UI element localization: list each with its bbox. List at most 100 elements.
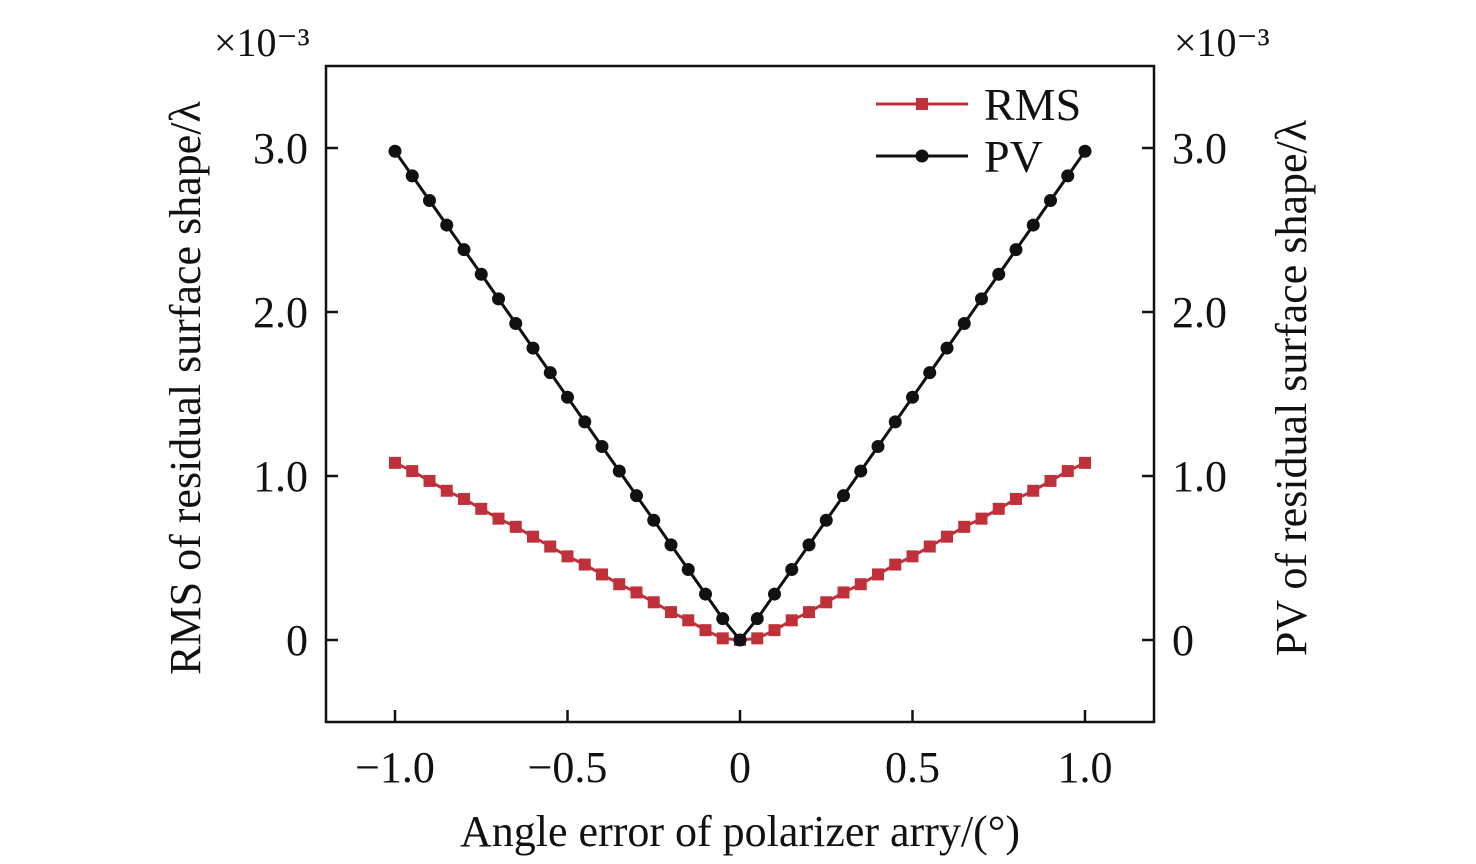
pv-point <box>1026 218 1040 232</box>
rms-point <box>906 550 919 563</box>
rms-point <box>423 474 436 487</box>
pv-point <box>888 415 902 429</box>
rms-point <box>1079 456 1091 469</box>
pv-point <box>492 292 505 306</box>
x-tick-label: 0.5 <box>885 743 940 792</box>
pv-point <box>699 587 712 601</box>
rms-point <box>1044 474 1057 487</box>
pv-point <box>854 464 868 478</box>
rms-point <box>647 596 660 609</box>
pv-point <box>957 316 971 330</box>
pv-point <box>440 218 454 232</box>
pv-point <box>1044 193 1057 207</box>
pv-point <box>837 489 850 503</box>
rms-point <box>613 578 626 591</box>
rms-point <box>475 502 488 515</box>
y-tick-label-right: 1.0 <box>1172 452 1227 501</box>
pv-point <box>1078 144 1092 158</box>
y-tick-label-left: 3.0 <box>253 124 308 173</box>
rms-point <box>492 512 505 525</box>
pv-point <box>992 267 1006 281</box>
y-tick-label-left: 2.0 <box>253 288 308 337</box>
rms-point <box>872 568 884 581</box>
legend-pv-marker <box>915 149 929 163</box>
pv-point <box>716 612 730 626</box>
x-ticks: −1.0 −0.5 0 0.5 1.0 <box>355 710 1113 792</box>
pv-point <box>474 267 488 281</box>
rms-point <box>630 586 643 599</box>
y-multiplier-left: ×10⁻³ <box>214 20 310 65</box>
rms-point <box>716 632 729 645</box>
y-axis-title-left: RMS of residual surface shape/λ <box>161 101 210 675</box>
pv-point <box>405 169 419 183</box>
pv-point <box>561 390 574 404</box>
series-layer <box>388 144 1092 647</box>
rms-point <box>975 512 988 525</box>
pv-series-line <box>393 150 1087 643</box>
x-tick-label: 0 <box>729 743 751 792</box>
rms-point <box>509 520 522 533</box>
rms-point <box>596 568 608 581</box>
rms-point <box>578 558 591 571</box>
rms-point <box>889 558 902 571</box>
pv-point <box>509 316 523 330</box>
pv-point <box>768 587 781 601</box>
legend-pv-label: PV <box>984 131 1043 182</box>
rms-point <box>803 606 815 619</box>
rms-point <box>458 492 470 505</box>
y-tick-label-right: 2.0 <box>1172 288 1227 337</box>
rms-point <box>941 530 953 543</box>
rms-point <box>389 456 401 469</box>
y-tick-label-right: 0 <box>1172 616 1194 665</box>
x-tick-label: −1.0 <box>355 743 435 792</box>
rms-point <box>820 596 833 609</box>
legend-rms-marker <box>916 98 928 110</box>
pv-point <box>785 562 799 576</box>
rms-point <box>440 484 453 497</box>
rms-point <box>1061 465 1074 478</box>
rms-point <box>785 614 798 627</box>
pv-point <box>388 144 402 158</box>
rms-point <box>1010 492 1022 505</box>
rms-point <box>923 540 936 553</box>
rms-point <box>992 502 1005 515</box>
pv-point <box>1061 169 1075 183</box>
legend-rms-label: RMS <box>984 79 1081 130</box>
x-axis-title: Angle error of polarizer arry/(°) <box>460 807 1020 856</box>
y-axis-title-right: PV of residual surface shape/λ <box>1267 119 1316 656</box>
pv-point <box>906 390 919 404</box>
rms-point <box>665 606 677 619</box>
y-tick-label-right: 3.0 <box>1172 124 1227 173</box>
rms-point <box>682 614 695 627</box>
pv-point <box>1009 243 1023 257</box>
y-tick-label-left: 0 <box>286 616 308 665</box>
y-multiplier-right: ×10⁻³ <box>1174 20 1270 65</box>
pv-point <box>630 489 643 503</box>
rms-point <box>837 586 850 599</box>
rms-point <box>768 624 781 637</box>
pv-point <box>543 366 557 380</box>
rms-series-line <box>394 461 1086 642</box>
pv-point <box>733 633 747 647</box>
rms-point <box>1027 484 1040 497</box>
rms-point <box>854 578 867 591</box>
y-ticks-left: 0 1.0 2.0 3.0 <box>253 124 338 665</box>
pv-point <box>664 538 678 552</box>
pv-point <box>940 341 954 355</box>
pv-point <box>423 193 436 207</box>
x-tick-label: 1.0 <box>1058 743 1113 792</box>
rms-point <box>699 624 712 637</box>
pv-point <box>595 439 609 453</box>
rms-point <box>561 550 574 563</box>
pv-point <box>923 366 937 380</box>
pv-point <box>802 538 816 552</box>
pv-point <box>975 292 988 306</box>
pv-point <box>819 513 833 527</box>
x-tick-label: −0.5 <box>528 743 608 792</box>
pv-point <box>647 513 661 527</box>
rms-point <box>544 540 557 553</box>
y-ticks-right: 0 1.0 2.0 3.0 <box>1142 124 1227 665</box>
pv-point <box>578 415 592 429</box>
